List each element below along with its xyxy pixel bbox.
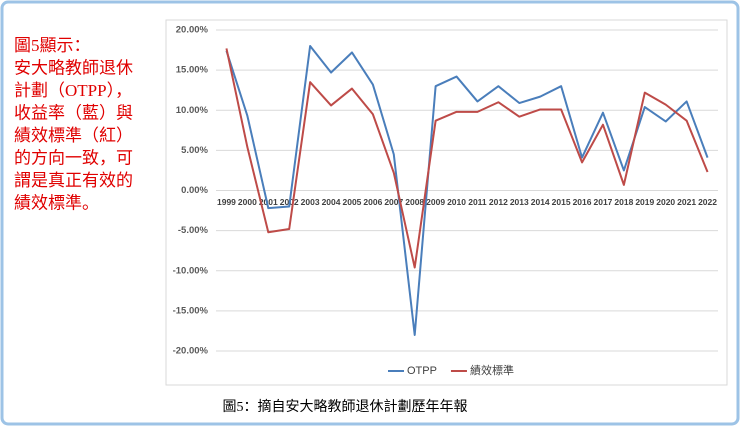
y-tick-label: -5.00% xyxy=(178,225,209,236)
y-tick-label: 10.00% xyxy=(176,105,209,116)
annotation: 謂是真正有效的 xyxy=(14,171,133,190)
x-tick-label: 2012 xyxy=(489,197,508,207)
series-line xyxy=(225,48,709,269)
y-tick-label: -15.00% xyxy=(173,305,209,316)
series-line xyxy=(225,45,709,336)
x-tick-label: 2020 xyxy=(656,197,675,207)
legend-label: OTPP xyxy=(407,365,437,377)
x-tick-label: 2014 xyxy=(531,197,550,207)
x-tick-label: 2004 xyxy=(322,197,341,207)
x-tick-label: 2010 xyxy=(447,197,466,207)
y-tick-label: -10.00% xyxy=(173,265,209,276)
x-tick-label: 2000 xyxy=(238,197,257,207)
x-tick-label: 2016 xyxy=(573,197,592,207)
y-tick-label: -20.00% xyxy=(173,346,209,357)
x-tick-label: 2015 xyxy=(552,197,571,207)
legend-label: 績效標準 xyxy=(470,363,514,377)
x-tick-label: 2001 xyxy=(259,197,278,207)
caption: 圖5：摘自安大略教師退休計劃歷年年報 xyxy=(223,398,468,415)
annotation: 收益率（藍）與 xyxy=(14,103,133,122)
x-tick-label: 2006 xyxy=(363,197,382,207)
annotation: 績效標準（紅） xyxy=(14,126,133,145)
x-tick-label: 2022 xyxy=(698,197,717,207)
x-tick-label: 2009 xyxy=(426,197,445,207)
x-tick-label: 2013 xyxy=(510,197,529,207)
y-tick-label: 5.00% xyxy=(181,145,208,156)
y-tick-label: 15.00% xyxy=(176,65,209,76)
annotation: 績效標準。 xyxy=(14,193,99,212)
x-tick-label: 2003 xyxy=(301,197,320,207)
x-tick-label: 2021 xyxy=(677,197,696,207)
x-tick-label: 2007 xyxy=(384,197,403,207)
y-tick-label: 0.00% xyxy=(181,185,208,196)
x-tick-label: 2005 xyxy=(342,197,361,207)
x-tick-label: 2017 xyxy=(593,197,612,207)
x-tick-label: 1999 xyxy=(217,197,236,207)
annotation: 安大略教師退休 xyxy=(14,58,133,77)
x-tick-label: 2008 xyxy=(405,197,424,207)
annotation: 計劃（OTPP）， xyxy=(14,81,132,100)
annotation: 圖5顯示： xyxy=(14,36,91,55)
y-tick-label: 20.00% xyxy=(176,25,209,36)
x-tick-label: 2018 xyxy=(614,197,633,207)
x-tick-label: 2011 xyxy=(468,197,487,207)
x-tick-label: 2019 xyxy=(635,197,654,207)
annotation: 的方向一致，可 xyxy=(14,148,133,167)
